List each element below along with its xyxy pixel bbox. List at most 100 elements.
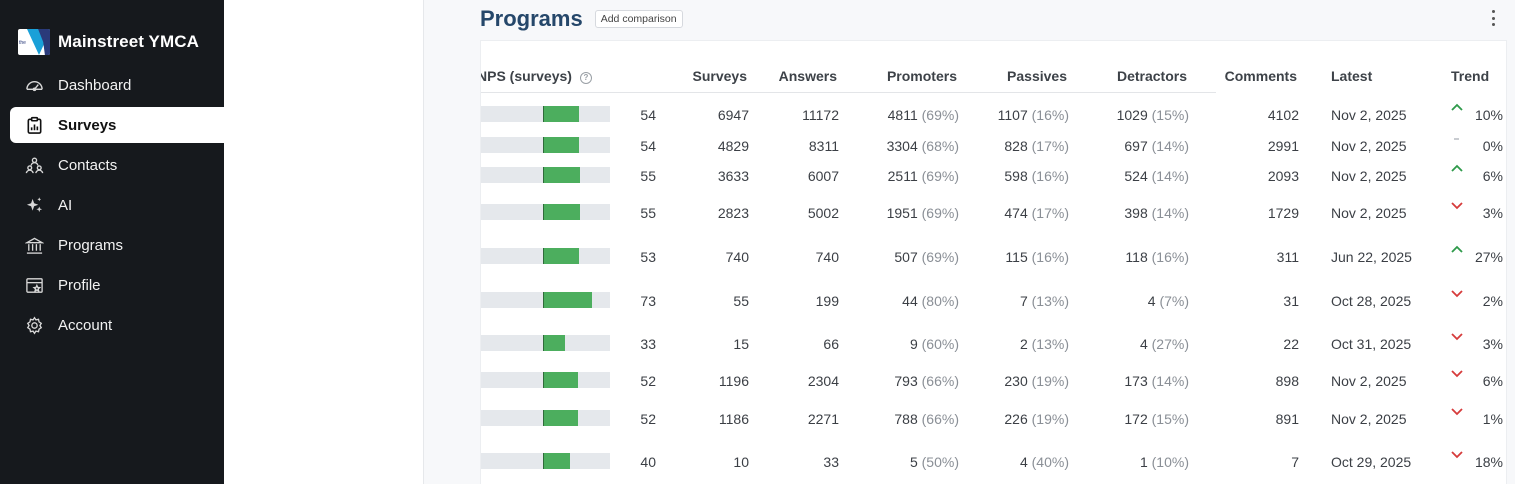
detractors-percent: (14%) — [1151, 205, 1189, 221]
promoters-percent: (50%) — [921, 454, 959, 470]
nps-bar — [481, 335, 610, 351]
promoters-percent: (69%) — [921, 107, 959, 123]
promoters-count: 4811 — [887, 107, 918, 123]
passives-count: 4 — [1019, 454, 1028, 470]
answers-cell: 2271 — [807, 411, 839, 427]
answers-cell: 5002 — [807, 205, 839, 221]
nps-bar — [481, 106, 610, 122]
table-row[interactable]: 53 740 740 507 (69%) 115 (16%) 118 (16%) 311 Ju… — [481, 245, 1506, 267]
passives-percent: (19%) — [1031, 411, 1069, 427]
trend-cell: 10% — [1451, 103, 1506, 125]
sidebar-item-ai[interactable]: AI — [10, 187, 224, 223]
surveys-cell: 10 — [733, 454, 749, 470]
programs-table: NPS (surveys)? Surveys Answers Promoters… — [480, 40, 1507, 484]
trend-flat-icon — [1454, 138, 1459, 140]
passives-percent: (40%) — [1031, 454, 1069, 470]
sidebar-item-label: Dashboard — [58, 76, 132, 94]
table-row[interactable]: 55 3633 6007 2511 (69%) 598 (16%) 524 (14%) 20… — [481, 164, 1506, 186]
latest-cell: Oct 29, 2025 — [1331, 454, 1412, 470]
column-header-passives[interactable]: Passives — [1007, 68, 1067, 84]
sidebar-nav: Dashboard Surveys Contacts AI Programs — [10, 67, 224, 347]
clipboard-icon — [24, 115, 44, 135]
promoters-cell: 3304 (68%) — [887, 138, 959, 154]
passives-cell: 598 (16%) — [1004, 168, 1069, 184]
trend-value: 3% — [1482, 205, 1503, 221]
passives-percent: (17%) — [1031, 205, 1069, 221]
nps-score: 52 — [640, 373, 656, 389]
brand[interactable]: the Mainstreet YMCA — [18, 29, 199, 55]
surveys-cell: 2823 — [717, 205, 749, 221]
sidebar-item-surveys[interactable]: Surveys — [10, 107, 224, 143]
column-header-trend[interactable]: Trend — [1451, 68, 1490, 84]
detractors-count: 1029 — [1116, 107, 1148, 123]
passives-percent: (16%) — [1031, 168, 1069, 184]
logo-text: the — [19, 40, 26, 46]
page-title: Programs — [480, 6, 583, 31]
column-header-comments[interactable]: Comments — [1224, 68, 1297, 84]
sidebar-item-label: AI — [58, 196, 73, 214]
brand-name: Mainstreet YMCA — [58, 32, 199, 51]
passives-percent: (16%) — [1031, 249, 1069, 265]
column-header-promoters[interactable]: Promoters — [886, 68, 957, 84]
column-header-answers[interactable]: Answers — [778, 68, 837, 84]
promoters-count: 1951 — [886, 205, 918, 221]
table-row[interactable]: 40 10 33 5 (50%) 4 (40%) 1 (10%) 7 Oct 29, 2025… — [481, 451, 1506, 472]
help-icon[interactable]: ? — [579, 72, 592, 84]
nps-bar-fill — [543, 372, 578, 388]
sidebar-item-contacts[interactable]: Contacts — [10, 147, 224, 183]
sidebar-item-dashboard[interactable]: Dashboard — [10, 67, 224, 103]
sidebar-item-profile[interactable]: Profile — [10, 267, 224, 303]
table-row[interactable]: 52 1196 2304 793 (66%) 230 (19%) 173 (14%) 898… — [481, 370, 1506, 391]
trend-value: 3% — [1482, 336, 1503, 352]
detractors-percent: (14%) — [1151, 168, 1189, 184]
passives-count: 2 — [1019, 336, 1028, 352]
table-row[interactable]: 55 2823 5002 1951 (69%) 474 (17%) 398 (14%) 17… — [481, 202, 1506, 223]
latest-cell: Nov 2, 2025 — [1331, 107, 1407, 123]
detractors-cell: 697 (14%) — [1124, 138, 1189, 154]
institution-icon — [24, 235, 44, 255]
trend-value: 2% — [1482, 293, 1503, 309]
nps-score: 73 — [640, 293, 656, 309]
table-row[interactable]: 54 6947 11172 4811 (69%) 1107 (16%) 1029 (15%… — [481, 103, 1506, 125]
passives-count: 474 — [1004, 205, 1028, 221]
comments-cell: 22 — [1283, 336, 1299, 352]
passives-cell: 115 (16%) — [1005, 249, 1069, 265]
sidebar-item-label: Surveys — [58, 116, 117, 134]
passives-percent: (13%) — [1031, 293, 1069, 309]
nps-bar — [481, 248, 610, 264]
promoters-cell: 793 (66%) — [894, 373, 959, 389]
table-row[interactable]: 52 1186 2271 788 (66%) 226 (19%) 172 (15%) 891… — [481, 408, 1506, 429]
nps-score: 54 — [640, 138, 656, 154]
promoters-percent: (66%) — [921, 411, 959, 427]
promoters-cell: 1951 (69%) — [887, 205, 959, 221]
table-row[interactable]: 73 55 199 44 (80%) 7 (13%) 4 (7%) 31 Oct 28, 20… — [481, 290, 1506, 311]
trend-value: 10% — [1474, 107, 1503, 123]
passives-count: 1107 — [997, 107, 1028, 123]
trend-value: 18% — [1474, 454, 1503, 470]
passives-cell: 1107 (16%) — [998, 107, 1069, 123]
trend-value: 0% — [1482, 138, 1503, 154]
column-header-latest[interactable]: Latest — [1331, 68, 1373, 84]
nps-bar-fill — [543, 167, 580, 183]
column-header-nps[interactable]: NPS (surveys)? — [481, 68, 592, 84]
detractors-count: 1 — [1139, 454, 1148, 470]
column-header-detractors[interactable]: Detractors — [1116, 68, 1187, 84]
surveys-cell: 4829 — [717, 138, 749, 154]
nps-bar-fill — [543, 335, 565, 351]
add-comparison-button[interactable]: Add comparison — [594, 10, 683, 28]
answers-cell: 199 — [815, 293, 839, 309]
nps-score: 54 — [640, 107, 656, 123]
sidebar-item-programs[interactable]: Programs — [10, 227, 224, 263]
more-options-icon[interactable] — [1487, 10, 1499, 26]
trend-value: 6% — [1482, 168, 1503, 184]
sidebar-item-account[interactable]: Account — [10, 307, 224, 343]
table-row[interactable]: 33 15 66 9 (60%) 2 (13%) 4 (27%) 22 Oct 31, 202… — [481, 333, 1506, 354]
detractors-percent: (14%) — [1151, 138, 1189, 154]
passives-percent: (13%) — [1031, 336, 1069, 352]
nps-score: 55 — [640, 205, 656, 221]
table-row[interactable]: 54 4829 8311 3304 (68%) 828 (17%) 697 (14%) 29… — [481, 136, 1506, 156]
trend-cell: 27% — [1451, 245, 1506, 267]
sparkle-icon — [24, 195, 44, 215]
answers-cell: 6007 — [807, 168, 839, 184]
column-header-surveys[interactable]: Surveys — [692, 68, 747, 84]
